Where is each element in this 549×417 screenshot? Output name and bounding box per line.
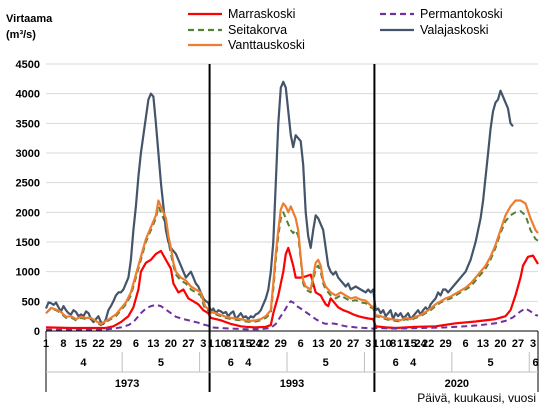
day-tick-label: 27 — [182, 338, 194, 350]
y-tick-label: 2000 — [16, 207, 40, 219]
series-line-marraskoski — [45, 246, 539, 330]
y-axis: 0 500 1000 1500 2000 2500 3000 3500 4000 4500 — [16, 59, 40, 338]
y-tick-label: 1000 — [16, 267, 40, 279]
series-line-vanttauskoski — [45, 199, 539, 325]
day-tick-label: 17 — [397, 338, 409, 350]
day-tick-label: 6 — [463, 338, 469, 350]
legend-label-valajaskoski: Valajaskoski — [420, 23, 489, 37]
period-separators — [208, 64, 376, 392]
month-label: 5 — [323, 357, 329, 369]
series-line-seitakorva — [45, 205, 539, 327]
day-tick-label: 1 — [373, 338, 379, 350]
day-tick-label: 13 — [477, 338, 489, 350]
day-tick-label: 13 — [312, 338, 324, 350]
y-tick-label: 3500 — [16, 118, 40, 130]
series-line-valajaskoski — [44, 80, 514, 325]
y-axis-unit: (m³/s) — [6, 29, 36, 41]
day-tick-label: 8 — [225, 338, 231, 350]
day-tick-label: 3 — [530, 338, 536, 350]
legend-label-permantokoski: Permantokoski — [420, 7, 503, 21]
day-tick-label: 29 — [275, 338, 287, 350]
day-tick-label: 22 — [422, 338, 434, 350]
day-tick-label: 1 — [208, 338, 214, 350]
day-tick-label: 22 — [92, 338, 104, 350]
y-tick-label: 2500 — [16, 178, 40, 190]
year-label: 1973 — [115, 378, 139, 390]
grid — [46, 63, 538, 302]
day-tick-label: 8 — [60, 338, 66, 350]
year-label: 1993 — [280, 378, 304, 390]
month-label: 5 — [158, 357, 164, 369]
y-tick-label: 4500 — [16, 59, 40, 71]
month-label: 4 — [80, 357, 87, 369]
day-tick-label: 10 — [215, 338, 227, 350]
month-label: 6 — [532, 357, 538, 369]
day-tick-label: 24 — [414, 338, 427, 350]
day-tick-label: 6 — [298, 338, 304, 350]
legend-label-seitakorva: Seitakorva — [228, 23, 287, 37]
day-tick-label: 1 — [43, 338, 49, 350]
month-label: 6 — [228, 357, 234, 369]
day-tick-label: 22 — [257, 338, 269, 350]
year-label: 2020 — [445, 378, 469, 390]
y-tick-label: 4000 — [16, 89, 40, 101]
month-label: 4 — [410, 357, 417, 369]
series-line-permantokoski — [46, 300, 539, 331]
legend-label-marraskoski: Marraskoski — [228, 7, 295, 21]
day-tick-label: 15 — [75, 338, 87, 350]
month-label: 6 — [393, 357, 399, 369]
y-tick-label: 3000 — [16, 148, 40, 160]
day-tick-label: 3 — [365, 338, 371, 350]
day-tick-label: 8 — [390, 338, 396, 350]
day-tick-label: 27 — [512, 338, 524, 350]
y-tick-label: 1500 — [16, 237, 40, 249]
y-tick-label: 0 — [34, 326, 40, 338]
day-tick-label: 27 — [347, 338, 359, 350]
y-tick-label: 500 — [22, 296, 40, 308]
x-axis-label: Päivä, kuukausi, vuosi — [417, 391, 536, 405]
day-tick-label: 3 — [200, 338, 206, 350]
day-tick-label: 29 — [439, 338, 451, 350]
day-tick-label: 29 — [110, 338, 122, 350]
day-tick-label: 20 — [165, 338, 177, 350]
day-tick-label: 24 — [250, 338, 263, 350]
day-tick-label: 15 — [405, 338, 417, 350]
day-tick-label: 15 — [240, 338, 252, 350]
y-axis-label: Virtaama — [6, 13, 53, 25]
month-label: 4 — [245, 357, 252, 369]
day-tick-label: 17 — [232, 338, 244, 350]
month-label: 5 — [487, 357, 493, 369]
legend-label-vanttauskoski: Vanttauskoski — [228, 38, 305, 52]
legend: Marraskoski Permantokoski Seitakorva Valaja… — [188, 7, 503, 52]
day-tick-label: 6 — [133, 338, 139, 350]
day-tick-label: 10 — [380, 338, 392, 350]
day-tick-label: 20 — [330, 338, 342, 350]
series-layer — [44, 80, 539, 331]
day-tick-label: 13 — [147, 338, 159, 350]
day-tick-label: 20 — [494, 338, 506, 350]
